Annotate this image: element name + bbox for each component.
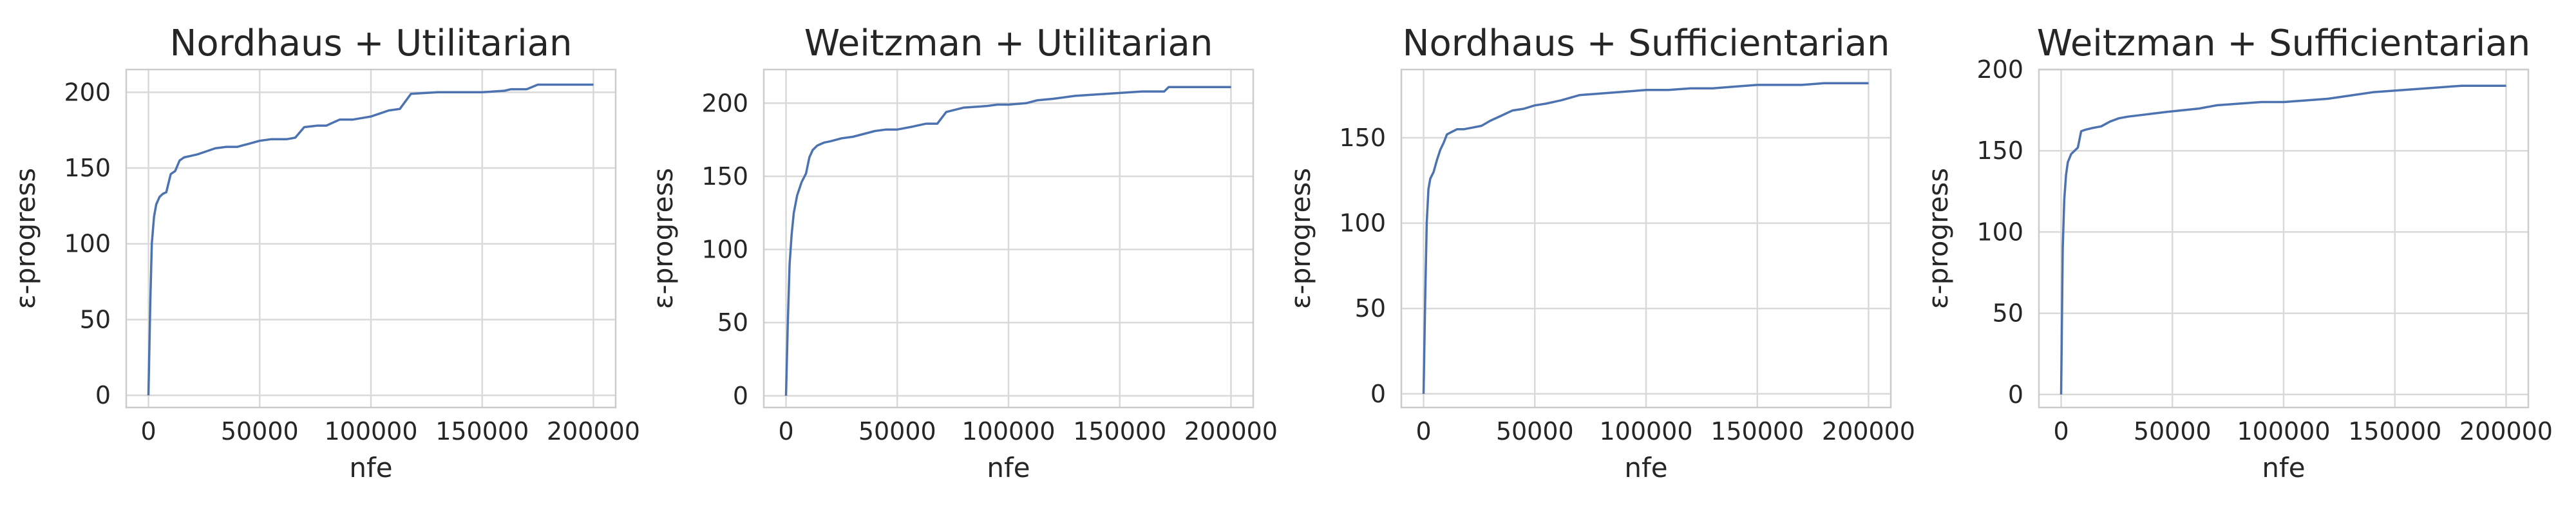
x-tick-label: 50000 [2134, 417, 2211, 445]
x-axis-label: nfe [987, 452, 1030, 483]
y-axis-label: ε-progress [647, 168, 679, 309]
x-axis-label: nfe [349, 452, 392, 483]
y-tick-label: 200 [701, 89, 748, 117]
x-tick-label: 50000 [1496, 417, 1574, 445]
x-tick-label: 100000 [2237, 417, 2330, 445]
series-line [784, 86, 1231, 396]
y-tick-label: 100 [701, 236, 748, 264]
x-axis-label: nfe [1624, 452, 1667, 483]
chart-title: Nordhaus + Sufficientarian [1403, 23, 1890, 64]
x-tick-label: 50000 [221, 417, 299, 445]
chart-panel-4: 0 50000 100000 150000 200000 0 50 100 150 200 Weit… [1922, 23, 2553, 483]
x-tick-label: 200000 [547, 417, 640, 445]
plot-frame [762, 68, 1255, 409]
x-tick-label: 200000 [1184, 417, 1278, 445]
y-tick-label: 0 [733, 382, 748, 410]
y-tick-label: 150 [64, 154, 111, 182]
y-tick-label: 200 [1976, 55, 2023, 84]
chart-title: Weitzman + Utilitarian [804, 23, 1213, 64]
x-axis-label: nfe [2262, 452, 2305, 483]
x-tick-label: 0 [1416, 417, 1431, 445]
y-tick-label: 50 [80, 305, 111, 333]
chart-panel-1: 0 50000 100000 150000 200000 0 50 100 150 200 Nord… [10, 23, 640, 483]
series-line [2060, 84, 2506, 395]
y-tick-label: 0 [95, 381, 111, 409]
series-line [147, 83, 594, 396]
x-tick-label: 100000 [324, 417, 417, 445]
y-tick-label: 50 [1355, 294, 1386, 323]
y-axis-label: ε-progress [1285, 168, 1316, 309]
plot-frame [2038, 68, 2530, 409]
chart-panel-2: 0 50000 100000 150000 200000 0 50 100 150 200 Weit… [647, 23, 1278, 483]
x-tick-label: 0 [778, 417, 793, 445]
chart-title: Weitzman + Sufficientarian [2037, 23, 2530, 64]
y-tick-label: 200 [64, 78, 111, 106]
x-tick-label: 50000 [858, 417, 936, 445]
x-tick-label: 0 [2053, 417, 2069, 445]
x-tick-label: 150000 [1710, 417, 1804, 445]
y-tick-label: 0 [1370, 380, 1386, 408]
x-tick-label: 0 [140, 417, 156, 445]
y-tick-label: 50 [1993, 299, 2023, 328]
x-tick-label: 150000 [435, 417, 529, 445]
y-tick-label: 100 [1976, 218, 2023, 246]
x-tick-label: 200000 [2459, 417, 2553, 445]
y-axis-label: ε-progress [1922, 168, 1954, 309]
x-tick-label: 150000 [1073, 417, 1166, 445]
series-line [1422, 82, 1869, 394]
y-tick-label: 0 [2008, 380, 2023, 409]
y-tick-label: 150 [1339, 124, 1386, 152]
y-tick-label: 50 [717, 308, 748, 337]
plot-frame [1400, 68, 1892, 409]
y-tick-label: 150 [701, 162, 748, 191]
plot-frame [125, 68, 617, 409]
y-tick-label: 100 [1339, 209, 1386, 238]
y-tick-label: 100 [64, 230, 111, 258]
y-axis-label: ε-progress [10, 168, 41, 309]
chart-panel-3: 0 50000 100000 150000 200000 0 50 100 150 Nordhau… [1285, 23, 1915, 483]
x-tick-label: 150000 [2348, 417, 2441, 445]
x-tick-label: 100000 [1599, 417, 1692, 445]
y-tick-label: 150 [1976, 136, 2023, 165]
chart-title: Nordhaus + Utilitarian [169, 23, 572, 64]
x-tick-label: 200000 [1822, 417, 1915, 445]
x-tick-label: 100000 [961, 417, 1055, 445]
